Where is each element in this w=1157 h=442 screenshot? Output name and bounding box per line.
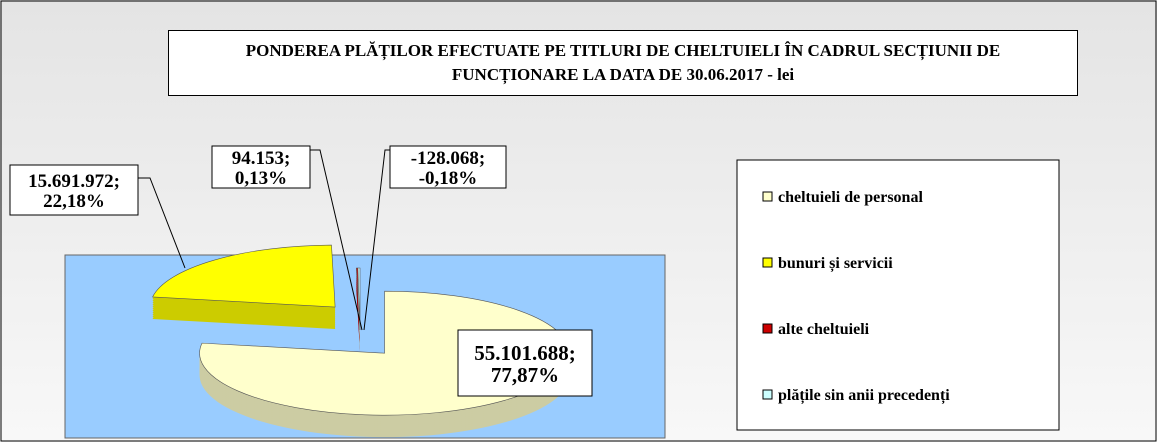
data-label: -128.068; [411,148,485,169]
legend-swatch [762,257,773,268]
data-label: 15.691.972; [28,171,120,192]
legend-swatch [762,323,773,334]
legend-swatch [762,191,773,202]
data-label-box [211,145,311,189]
data-label-percent: 77,87% [491,363,559,387]
data-label-percent: 0,13% [235,168,287,189]
data-label: 55.101.688; [474,341,576,365]
data-label-percent: 22,18% [43,191,105,212]
data-label-percent: -0,18% [419,168,478,189]
legend-label: bunuri și servicii [778,255,893,273]
legend-label: plățile sin anii precedenți [778,387,950,405]
legend [736,159,1060,431]
slice-side [356,286,360,348]
data-label-box [457,329,593,397]
leader-line [138,177,186,269]
data-label-box [389,145,507,189]
data-label: 94.153; [232,148,291,169]
data-label-box [9,164,139,216]
slice-side [356,288,360,350]
slice [357,267,361,331]
leader-line [363,149,390,331]
slice-side [356,290,360,352]
legend-label: alte cheltuieli [778,321,870,338]
leader-line [310,149,363,331]
slice-side [356,280,360,342]
legend-label: cheltuieli de personal [778,189,923,206]
slice [152,244,336,308]
chart-title: PONDEREA PLĂȚILOR EFECTUATE PE TITLURI D… [168,30,1078,96]
legend-swatch [762,389,773,400]
